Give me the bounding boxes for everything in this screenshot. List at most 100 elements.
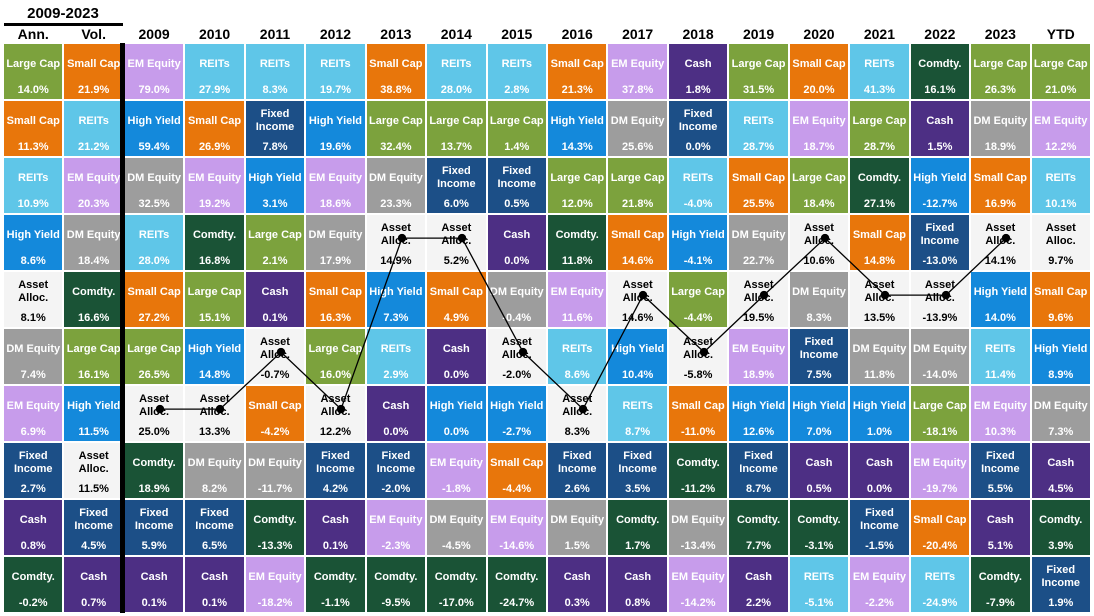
asset-label: DM Equity (912, 342, 967, 355)
asset-label: EM Equity (671, 570, 725, 583)
return-cell: REITs 28.0% (427, 44, 486, 99)
asset-label: Comdty. (495, 570, 539, 583)
return-value: 16.3% (319, 312, 352, 324)
return-cell: Comdty. -17.0% (427, 557, 486, 612)
return-cell: Asset Alloc. 10.6% (789, 215, 849, 270)
return-value: -9.5% (381, 597, 411, 609)
return-cell: Fixed Income 0.0% (668, 101, 728, 156)
asset-label: Cash (80, 570, 108, 583)
return-cell: Small Cap -11.0% (668, 386, 728, 441)
return-value: 20.3% (78, 198, 110, 210)
return-cell: DM Equity -0.4% (487, 272, 546, 327)
return-cell: DM Equity 1.5% (547, 500, 607, 555)
return-cell: EM Equity 12.2% (1031, 101, 1090, 156)
return-cell: Comdty. 27.1% (850, 158, 909, 213)
return-value: 14.8% (198, 369, 231, 381)
return-value: 13.7% (440, 141, 472, 153)
asset-label: High Yield (671, 228, 725, 241)
return-cell: REITs 11.4% (971, 329, 1030, 384)
return-cell: Comdty. -13.3% (245, 500, 305, 555)
return-value: 8.7% (746, 483, 772, 495)
return-value: 8.3% (262, 84, 288, 96)
return-value: 14.8% (863, 255, 896, 267)
return-value: 13.5% (863, 312, 896, 324)
asset-label: High Yield (550, 114, 604, 127)
return-value: 0.0% (383, 426, 409, 438)
return-value: 0.1% (141, 597, 167, 609)
return-value: 12.6% (742, 426, 775, 438)
return-cell: Fixed Income 2.7% (4, 443, 63, 498)
return-value: 13.3% (198, 426, 231, 438)
return-cell: Cash 1.8% (668, 44, 728, 99)
asset-label: DM Equity (1033, 399, 1088, 412)
asset-label: Large Cap (429, 114, 484, 127)
asset-label: Asset Alloc. (622, 279, 653, 304)
asset-label: DM Equity (671, 513, 725, 526)
asset-label: DM Equity (973, 114, 1028, 127)
return-value: 21.0% (1045, 84, 1077, 96)
return-cell: REITs 8.6% (547, 329, 607, 384)
return-cell: Cash 0.5% (789, 443, 849, 498)
return-value: 22.7% (742, 255, 775, 267)
return-value: 28.0% (440, 84, 472, 96)
return-value: 14.3% (561, 141, 593, 153)
asset-label: Cash (140, 570, 168, 583)
column-header-2022: 2022 (924, 26, 956, 42)
return-cell: Asset Alloc. 11.5% (64, 443, 123, 498)
asset-label: High Yield (6, 228, 60, 241)
asset-label: DM Equity (792, 285, 846, 298)
column-header-2015: 2015 (501, 26, 533, 42)
return-cell: Large Cap -4.4% (668, 272, 728, 327)
asset-label: Comdty. (918, 57, 962, 70)
return-value: -13.4% (680, 540, 716, 552)
return-cell: High Yield 10.4% (608, 329, 667, 384)
return-cell: High Yield -2.7% (487, 386, 546, 441)
return-value: 12.2% (1045, 141, 1077, 153)
column-header-ann-: Ann. (17, 26, 49, 42)
column-header-2011: 2011 (259, 26, 291, 42)
title-underline (4, 23, 123, 26)
return-value: 2.7% (20, 483, 46, 495)
asset-label: Asset Alloc. (320, 393, 351, 418)
asset-label: EM Equity (1034, 114, 1088, 127)
return-value: 11.4% (985, 369, 1016, 381)
return-value: -0.7% (260, 369, 290, 381)
asset-label: Fixed Income (920, 222, 960, 247)
asset-label: High Yield (852, 399, 907, 412)
column-header-row: Ann. Vol. 2009 2010 2011 2012 2013 2014 2015 2016… (4, 26, 1090, 43)
return-cell: Large Cap 14.0% (4, 44, 63, 99)
return-cell: Comdty. 16.8% (185, 215, 244, 270)
return-cell: Fixed Income 4.5% (64, 500, 123, 555)
asset-label: Cash (986, 513, 1014, 526)
asset-label: Comdty. (374, 570, 418, 583)
return-value: -18.1% (922, 426, 958, 438)
return-value: -11.7% (257, 483, 293, 495)
return-value: -4.5% (441, 540, 471, 552)
return-value: 9.6% (1048, 312, 1074, 324)
return-cell: DM Equity 8.2% (185, 443, 244, 498)
asset-label: REITs (320, 57, 351, 70)
return-cell: EM Equity -1.8% (427, 443, 486, 498)
return-cell: Small Cap 38.8% (366, 44, 426, 99)
asset-label: High Yield (731, 399, 786, 412)
asset-label: EM Equity (187, 171, 242, 184)
return-value: 0.1% (202, 597, 228, 609)
asset-label: Cash (805, 456, 833, 469)
asset-label: Small Cap (429, 285, 483, 298)
asset-label: EM Equity (611, 57, 665, 70)
return-cell: Cash 0.8% (608, 557, 667, 612)
asset-label: Small Cap (187, 114, 242, 127)
asset-label: High Yield (973, 285, 1027, 298)
asset-label: Asset Alloc. (78, 450, 109, 475)
return-value: 3.9% (1048, 540, 1074, 552)
return-cell: Cash 0.3% (547, 557, 607, 612)
asset-label: Large Cap (731, 57, 786, 70)
return-value: 8.3% (564, 426, 590, 438)
column-header-2020: 2020 (803, 26, 835, 42)
asset-label: High Yield (308, 114, 363, 127)
return-value: 59.4% (138, 141, 170, 153)
return-cell: Cash 0.1% (124, 557, 184, 612)
asset-label: Fixed Income (799, 336, 839, 361)
return-value: 6.9% (20, 426, 46, 438)
return-cell: EM Equity 6.9% (4, 386, 63, 441)
